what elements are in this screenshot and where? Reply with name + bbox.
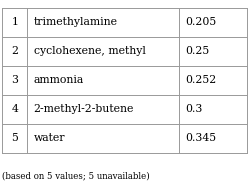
Text: 3: 3 bbox=[11, 75, 18, 85]
Text: cyclohexene, methyl: cyclohexene, methyl bbox=[34, 46, 145, 56]
Text: 0.205: 0.205 bbox=[186, 17, 217, 27]
Text: ammonia: ammonia bbox=[34, 75, 84, 85]
Text: 1: 1 bbox=[11, 17, 18, 27]
Text: 2: 2 bbox=[11, 46, 18, 56]
Text: 0.345: 0.345 bbox=[186, 133, 217, 143]
Text: (based on 5 values; 5 unavailable): (based on 5 values; 5 unavailable) bbox=[2, 171, 150, 180]
Text: 4: 4 bbox=[11, 104, 18, 114]
Text: 2-methyl-2-butene: 2-methyl-2-butene bbox=[34, 104, 134, 114]
Text: 5: 5 bbox=[11, 133, 18, 143]
Text: 0.25: 0.25 bbox=[186, 46, 210, 56]
Text: 0.3: 0.3 bbox=[186, 104, 203, 114]
Text: trimethylamine: trimethylamine bbox=[34, 17, 118, 27]
Text: 0.252: 0.252 bbox=[186, 75, 217, 85]
Text: water: water bbox=[34, 133, 65, 143]
